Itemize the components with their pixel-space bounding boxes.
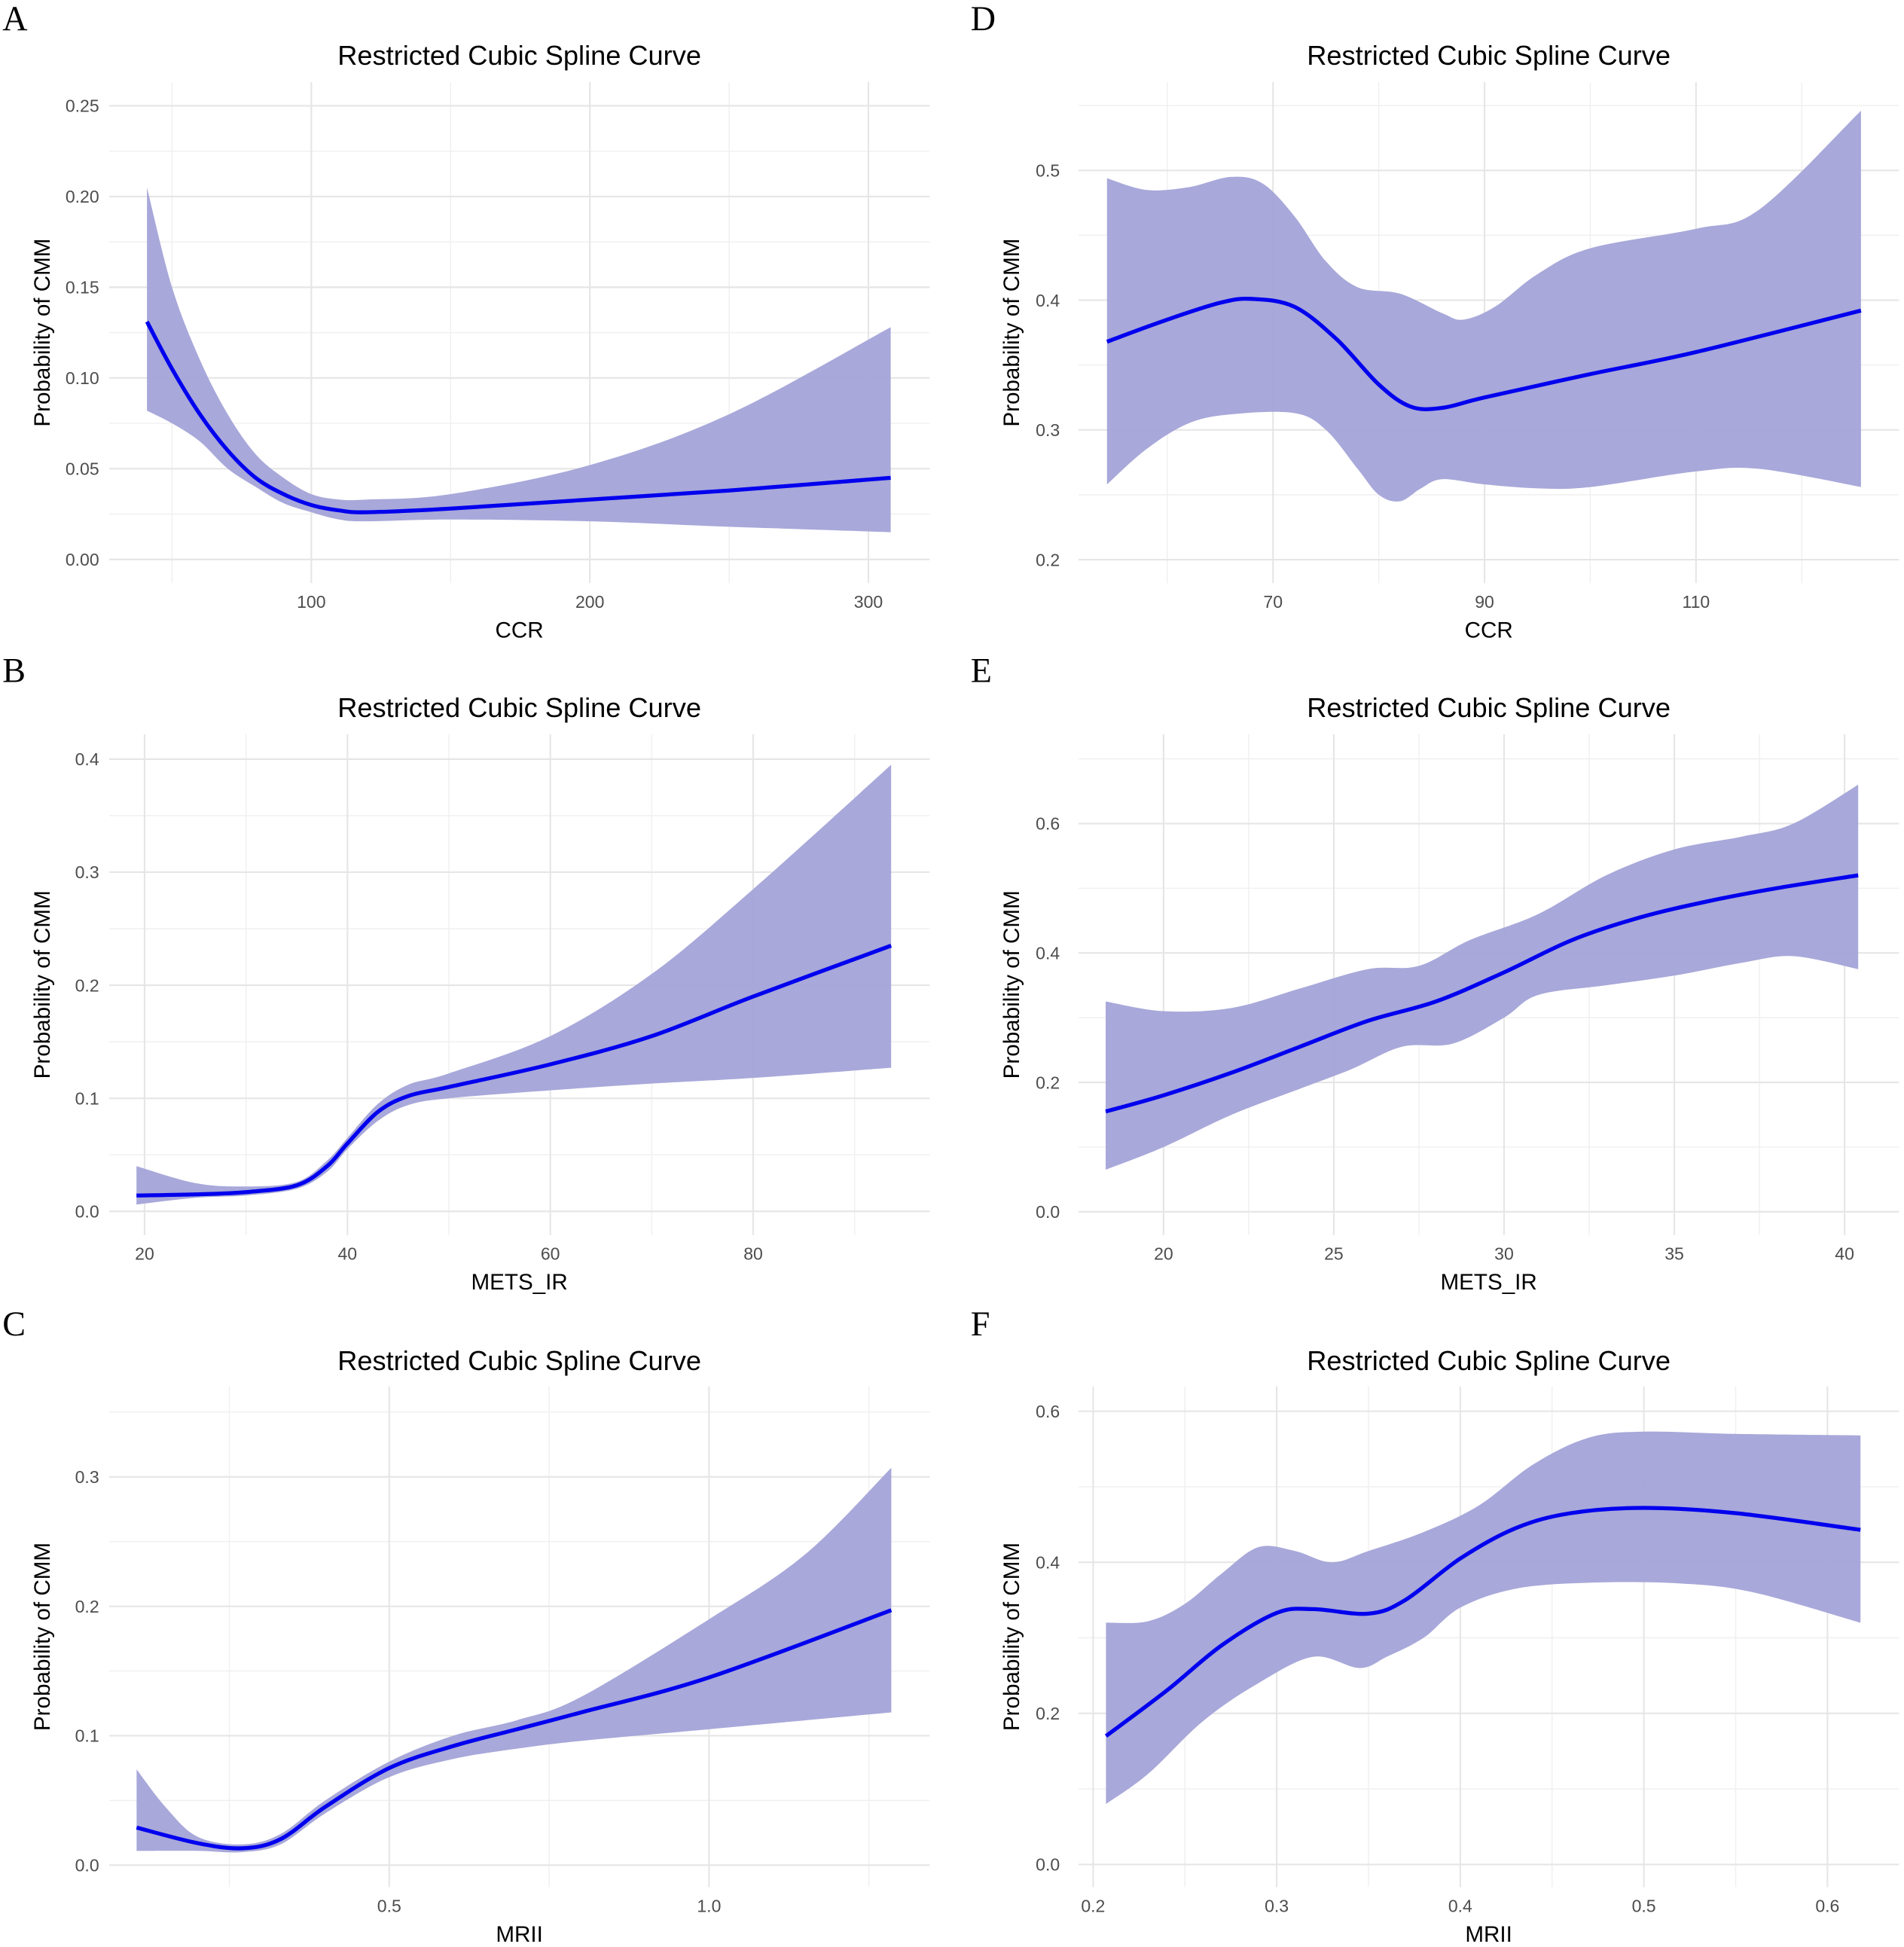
y-axis-label: Probability of CMM: [999, 1543, 1024, 1731]
x-tick-label: 90: [1475, 592, 1494, 612]
x-tick-label: 0.2: [1081, 1896, 1105, 1915]
y-tick-label: 0.3: [75, 1467, 99, 1487]
y-tick-label: 0.2: [1036, 1073, 1060, 1092]
y-tick-label: 0.2: [1036, 550, 1060, 569]
y-tick-label: 0.05: [66, 459, 99, 479]
x-tick-label: 0.6: [1815, 1896, 1839, 1915]
y-tick-label: 0.6: [1036, 1402, 1060, 1421]
y-tick-label: 0.3: [75, 862, 99, 882]
spline-fit-line: [1104, 1506, 1861, 1738]
chart-title: Restricted Cubic Spline Curve: [1307, 1345, 1671, 1376]
x-tick-label: 40: [338, 1244, 358, 1264]
x-tick-label: 1.0: [697, 1896, 721, 1915]
y-axis-label: Probability of CMM: [30, 239, 55, 427]
x-tick-label: 30: [1494, 1244, 1514, 1264]
panel-letter: D: [971, 0, 996, 38]
panel-letter: A: [2, 0, 27, 38]
panel-C: 0.0 0.1 0.2 0.3 0.5 1.0 Restricted Cubic Splin…: [2, 1305, 930, 1947]
confidence-band: [1106, 111, 1861, 502]
y-tick-label: 0.0: [75, 1856, 99, 1875]
x-tick-label: 35: [1664, 1244, 1684, 1264]
panel-letter: C: [2, 1305, 26, 1343]
confidence-band: [136, 764, 892, 1205]
confidence-band: [1106, 784, 1859, 1170]
x-tick-label: 0.4: [1448, 1896, 1472, 1915]
spline-fit-line: [1105, 873, 1859, 1114]
x-tick-label: 100: [297, 592, 325, 612]
panel-letter: B: [2, 652, 26, 690]
y-tick-label: 0.20: [66, 187, 99, 206]
y-tick-label: 0.00: [66, 550, 99, 569]
y-tick-label: 0.10: [66, 368, 99, 388]
x-axis-label: MRII: [1465, 1922, 1512, 1947]
panel-letter: F: [971, 1305, 990, 1343]
x-tick-label: 300: [854, 592, 883, 612]
x-tick-label: 0.5: [1632, 1896, 1656, 1915]
x-tick-label: 110: [1682, 592, 1710, 612]
x-tick-label: 0.3: [1265, 1896, 1289, 1915]
y-tick-label: 0.2: [1036, 1704, 1060, 1723]
x-tick-label: 20: [135, 1244, 154, 1264]
y-tick-label: 0.25: [66, 96, 99, 116]
y-tick-label: 0.15: [66, 278, 99, 298]
y-tick-label: 0.2: [75, 1597, 99, 1616]
y-tick-label: 0.0: [1036, 1202, 1060, 1222]
y-axis-label: Probability of CMM: [999, 239, 1024, 427]
panel-B: 0.0 0.1 0.2 0.3 0.4 20 40 60 80 Restricted Cubic …: [2, 652, 930, 1295]
x-tick-label: 40: [1835, 1244, 1854, 1264]
x-tick-label: 200: [575, 592, 604, 612]
x-axis-label: METS_IR: [1440, 1270, 1536, 1295]
panel-D: 0.2 0.3 0.4 0.5 70 90 110 Restricted Cubic Spli…: [971, 0, 1899, 642]
panel-F: 0.0 0.2 0.4 0.6 0.2 0.3 0.4 0.5 0.6 Restricted Cu…: [971, 1305, 1899, 1947]
x-tick-label: 60: [541, 1244, 560, 1264]
spline-fit-line: [145, 320, 891, 514]
y-axis-label: Probability of CMM: [30, 1543, 55, 1731]
x-tick-label: 0.5: [377, 1896, 401, 1915]
chart-title: Restricted Cubic Spline Curve: [337, 692, 701, 723]
y-tick-label: 0.4: [1036, 1552, 1060, 1572]
x-tick-label: 25: [1324, 1244, 1344, 1264]
y-tick-label: 0.6: [1036, 814, 1060, 834]
y-tick-label: 0.0: [1036, 1855, 1060, 1875]
confidence-band: [147, 187, 891, 533]
y-tick-label: 0.3: [1036, 420, 1060, 440]
y-tick-label: 0.4: [1036, 291, 1060, 310]
panel-A: 0.00 0.05 0.10 0.15 0.20 0.25 100 200 300 Restric…: [2, 0, 930, 642]
y-axis-label: Probability of CMM: [999, 890, 1024, 1079]
chart-title: Restricted Cubic Spline Curve: [1307, 40, 1671, 71]
spline-fit-line: [136, 1608, 892, 1851]
x-axis-label: METS_IR: [471, 1270, 567, 1295]
x-axis-label: CCR: [1465, 618, 1513, 642]
x-tick-label: 20: [1154, 1244, 1173, 1264]
confidence-band: [136, 1467, 892, 1853]
y-tick-label: 0.4: [75, 749, 99, 769]
chart-title: Restricted Cubic Spline Curve: [337, 1345, 701, 1376]
chart-title: Restricted Cubic Spline Curve: [1307, 692, 1671, 723]
y-tick-label: 0.1: [75, 1088, 99, 1108]
spline-fit-line: [1106, 296, 1862, 411]
y-tick-label: 0.4: [1036, 943, 1060, 963]
x-tick-label: 80: [743, 1244, 763, 1264]
y-tick-label: 0.0: [75, 1201, 99, 1221]
y-tick-label: 0.2: [75, 975, 99, 995]
spline-fit-line: [136, 944, 892, 1198]
y-axis-label: Probability of CMM: [30, 890, 55, 1079]
y-tick-label: 0.1: [75, 1726, 99, 1746]
panel-E: 0.0 0.2 0.4 0.6 20 25 30 35 40 Restricted Cubic S…: [971, 652, 1899, 1295]
panel-letter: E: [971, 652, 992, 690]
chart-title: Restricted Cubic Spline Curve: [337, 40, 701, 71]
x-axis-label: CCR: [496, 618, 544, 642]
x-tick-label: 70: [1263, 592, 1283, 612]
x-axis-label: MRII: [496, 1922, 543, 1947]
confidence-band: [1106, 1431, 1861, 1805]
y-tick-label: 0.5: [1036, 161, 1060, 181]
